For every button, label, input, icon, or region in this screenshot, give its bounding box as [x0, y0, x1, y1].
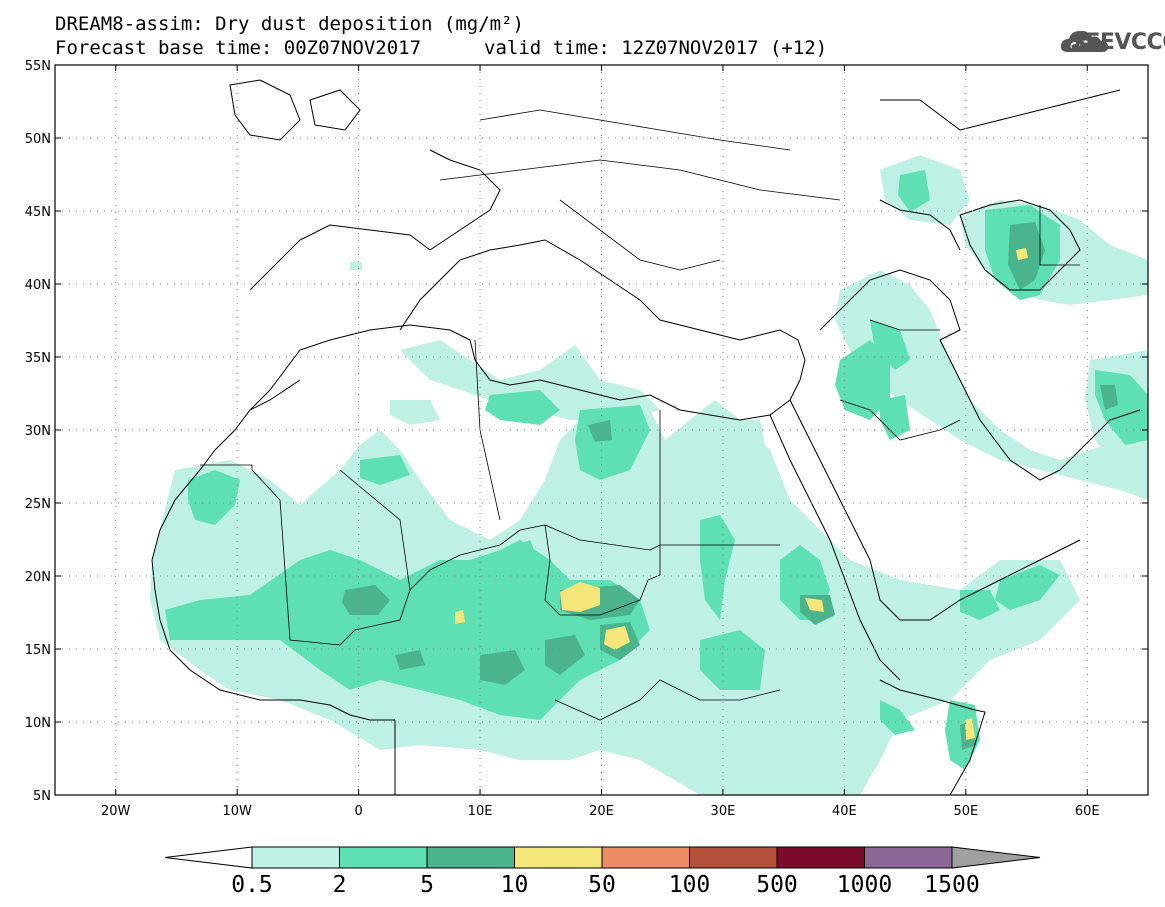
lon-label: 10W [222, 804, 252, 819]
valid-time: valid time: 12Z07NOV2017 (+12) [484, 37, 828, 59]
colorbar-level-label: 500 [756, 872, 798, 898]
lat-label: 5N [33, 789, 51, 804]
colorbar-box [339, 846, 428, 869]
lon-label: 10E [468, 804, 493, 819]
colorbar-level-label: 10 [501, 872, 529, 898]
colorbar-box [426, 846, 515, 869]
coastlines [151, 79, 1141, 795]
colorbar-under-triangle [164, 846, 253, 869]
colorbar-box [251, 846, 340, 869]
colorbar-level-label: 1000 [837, 872, 892, 898]
lat-label: 55N [25, 59, 51, 74]
colorbar-level-label: 100 [669, 872, 711, 898]
map-title: DREAM8-assim: Dry dust deposition (mg/m²… [55, 13, 524, 35]
lat-label: 25N [25, 497, 51, 512]
lon-label: 20W [101, 804, 131, 819]
colorbar-level-label: 1500 [924, 872, 979, 898]
colorbar-box [864, 846, 953, 869]
colorbar-box [601, 846, 690, 869]
forecast-base-time: Forecast base time: 00Z07NOV2017 [55, 37, 422, 59]
country-borders [200, 109, 1080, 721]
lat-label: 45N [25, 205, 51, 220]
lat-label: 40N [25, 278, 51, 293]
cloud-logo-icon [1060, 30, 1108, 52]
lat-label: 50N [25, 132, 51, 147]
lat-label: 15N [25, 643, 51, 658]
colorbar-box [689, 846, 778, 869]
lat-label: 30N [25, 424, 51, 439]
colorbar-level-label: 2 [333, 872, 347, 898]
graticule [55, 65, 1148, 795]
lon-label: 20E [589, 804, 614, 819]
lon-label: 40E [832, 804, 857, 819]
colorbar [164, 846, 1041, 869]
colorbar-level-label: 50 [588, 872, 616, 898]
lon-label: 50E [953, 804, 978, 819]
lon-label: 30E [711, 804, 736, 819]
colorbar-box [776, 846, 865, 869]
lon-label: 60E [1075, 804, 1100, 819]
dust-layer-10-50 [455, 248, 1028, 740]
logo-text: SEEVCCC [1070, 30, 1165, 55]
colorbar-level-label: 5 [420, 872, 434, 898]
colorbar-box [514, 846, 603, 869]
lat-label: 35N [25, 351, 51, 366]
lat-label: 20N [25, 570, 51, 585]
lat-label: 10N [25, 716, 51, 731]
colorbar-over-triangle [951, 846, 1041, 869]
lon-label: 0 [354, 804, 362, 819]
colorbar-level-label: 0.5 [231, 872, 273, 898]
